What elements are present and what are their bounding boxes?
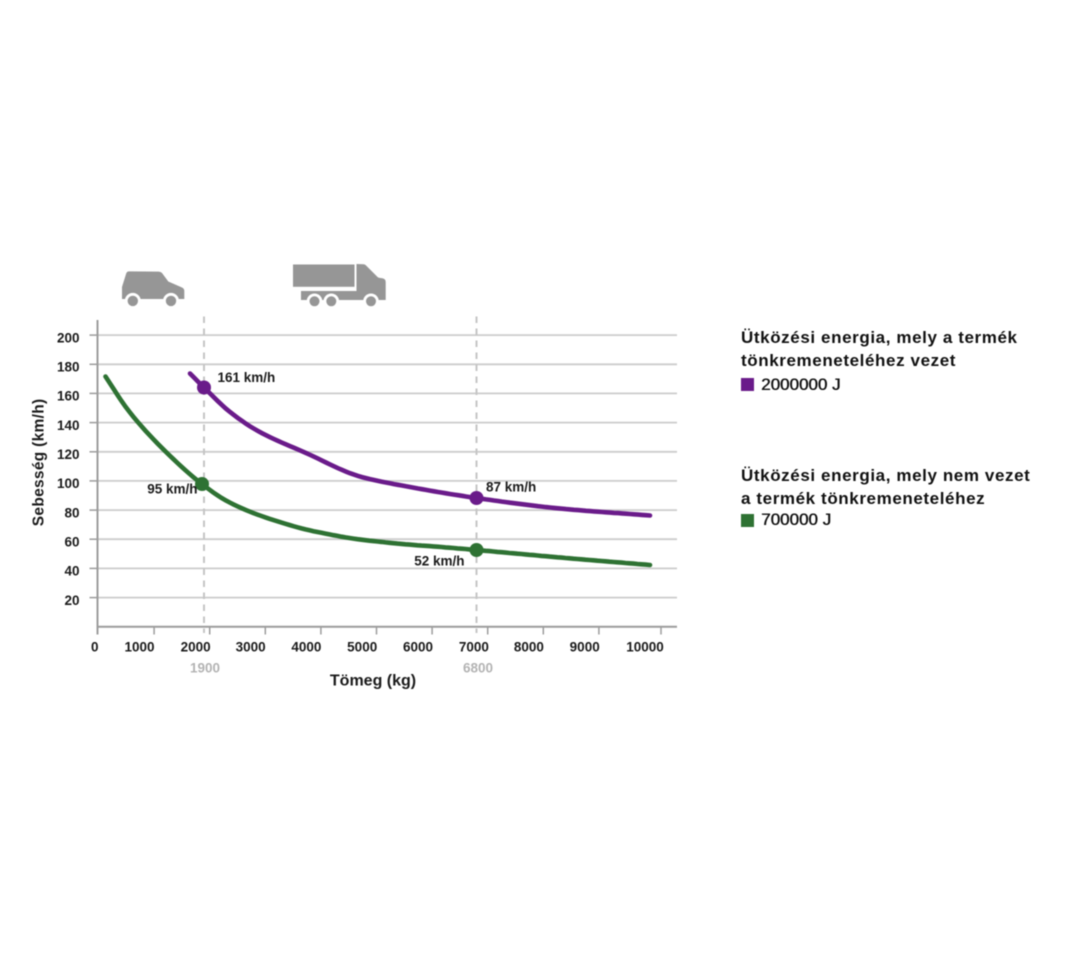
svg-text:87 km/h: 87 km/h [486,480,536,495]
svg-text:8000: 8000 [514,640,544,655]
svg-text:100: 100 [57,476,80,491]
svg-text:1900: 1900 [190,661,220,676]
svg-text:5000: 5000 [347,640,377,655]
svg-text:10000: 10000 [626,640,664,655]
svg-text:9000: 9000 [570,640,600,655]
svg-text:20: 20 [64,593,79,608]
svg-text:Tömeg (kg): Tömeg (kg) [330,673,416,690]
svg-text:6000: 6000 [403,640,433,655]
svg-text:140: 140 [57,418,80,433]
svg-text:2000: 2000 [181,640,211,655]
svg-text:7000: 7000 [459,640,489,655]
svg-text:161 km/h: 161 km/h [218,370,276,385]
svg-text:3000: 3000 [236,640,266,655]
svg-text:120: 120 [57,447,80,462]
svg-text:6800: 6800 [463,661,493,676]
svg-text:0: 0 [91,640,99,655]
svg-text:60: 60 [64,534,79,549]
svg-text:1000: 1000 [124,640,154,655]
svg-text:160: 160 [57,389,80,404]
svg-text:Sebesség (km/h): Sebesség (km/h) [31,399,48,527]
svg-text:80: 80 [64,505,79,520]
svg-text:180: 180 [57,360,80,375]
svg-text:40: 40 [64,564,79,579]
svg-text:52 km/h: 52 km/h [414,554,464,569]
svg-text:95 km/h: 95 km/h [147,482,197,497]
svg-text:200: 200 [57,330,80,345]
svg-text:4000: 4000 [291,640,321,655]
